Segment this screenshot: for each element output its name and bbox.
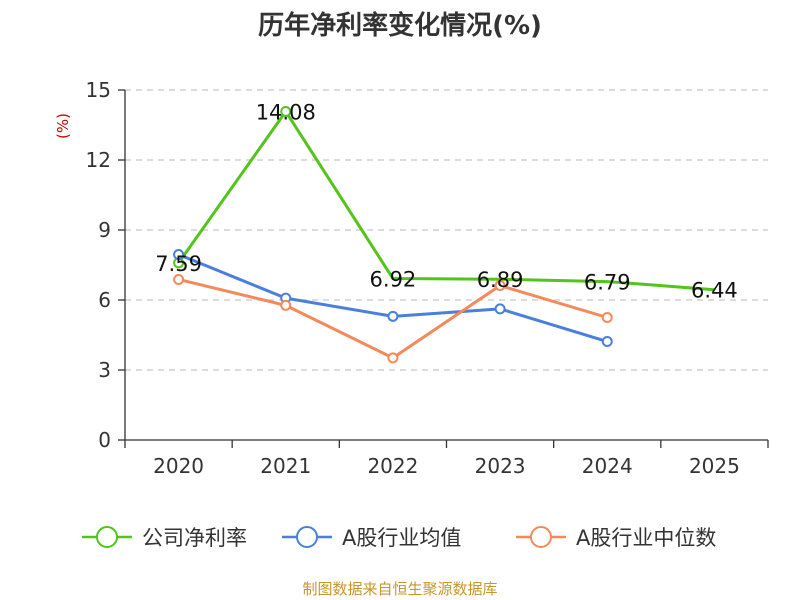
x-tick-label: 2022 <box>367 454 418 478</box>
y-tick-label: 15 <box>86 78 111 102</box>
series-1-point <box>173 249 185 260</box>
legend-marker-swatch <box>296 526 318 548</box>
legend-item-0[interactable]: 公司净利率 <box>82 526 247 550</box>
legend: 公司净利率 A股行业均值 A股行业中位数 <box>82 526 716 550</box>
legend-item-1[interactable]: A股行业均值 <box>282 526 461 550</box>
y-tick-label: 3 <box>98 358 111 382</box>
series-lines <box>173 105 715 364</box>
x-tick-label: 2023 <box>475 454 526 478</box>
axes: 0 3 6 9 12 15 2020 2021 2022 2023 2024 2025 <box>86 78 769 478</box>
legend-item-2[interactable]: A股行业中位数 <box>516 526 716 550</box>
series-2-point <box>173 273 185 285</box>
series-0-point <box>280 105 292 117</box>
series-1-point <box>387 310 399 322</box>
x-tick-label: 2024 <box>582 454 633 478</box>
series-2-point <box>601 312 613 323</box>
series-2-point <box>494 280 506 292</box>
y-tick-label: 0 <box>98 428 111 452</box>
series-2-point <box>280 299 292 311</box>
x-tick-label: 2020 <box>153 454 204 478</box>
y-axis-unit-label: (%) <box>54 113 72 139</box>
series-2-point <box>387 352 399 364</box>
data-label: 6.44 <box>691 279 738 303</box>
x-tick-label: 2021 <box>260 454 311 478</box>
data-label: 6.79 <box>584 271 631 295</box>
y-tick-label: 9 <box>98 218 111 242</box>
legend-marker-swatch <box>530 526 552 548</box>
legend-label: A股行业中位数 <box>576 526 716 550</box>
data-label: 14.08 <box>256 100 316 124</box>
legend-marker-swatch <box>96 526 118 548</box>
chart-title: 历年净利率变化情况(%) <box>258 10 542 41</box>
y-tick-label: 12 <box>86 148 111 172</box>
series-1-point <box>601 336 613 348</box>
data-labels: 7.59 14.08 6.92 6.89 6.79 6.44 <box>155 100 738 302</box>
legend-label: A股行业均值 <box>342 526 461 550</box>
legend-label: 公司净利率 <box>142 526 247 550</box>
series-line-0 <box>177 109 715 292</box>
grid-lines <box>125 89 768 371</box>
series-1-point <box>494 303 506 315</box>
data-label: 6.89 <box>477 268 524 292</box>
y-tick-label: 6 <box>98 288 111 312</box>
x-tick-label: 2025 <box>689 454 740 478</box>
data-label: 7.59 <box>155 252 202 276</box>
data-label: 6.92 <box>370 268 417 292</box>
data-source-note: 制图数据来自恒生聚源数据库 <box>302 580 497 598</box>
